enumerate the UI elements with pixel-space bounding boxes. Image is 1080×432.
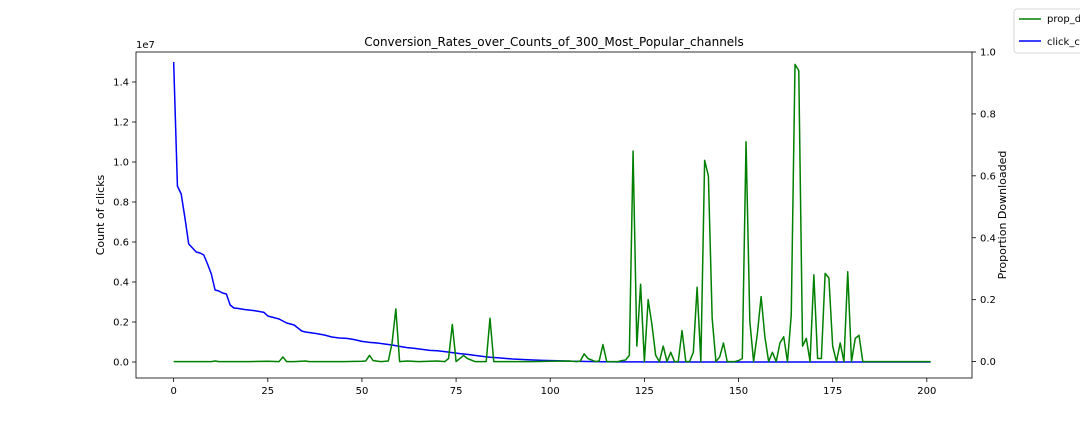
y-tick-label: 0.2 — [113, 318, 129, 329]
legend-label-click-count: click_count — [1047, 37, 1080, 48]
y-tick-label: 0.8 — [113, 198, 129, 209]
series-line-prop-downloaded — [173, 63, 931, 363]
x-tick-label: 125 — [635, 386, 654, 397]
series-line-click-count — [172, 61, 931, 363]
axes: 0 25 50 75 100 125 150 175 200 0.0 0.2 0.4 0.6 0.8 1.0… — [113, 48, 996, 398]
y2-tick-label: 0.2 — [980, 295, 996, 306]
y-axis-title: Count of clicks — [94, 174, 107, 255]
y2-tick-label: 1.0 — [980, 48, 996, 59]
y-tick-label: 0.6 — [113, 238, 129, 249]
series-layer — [172, 61, 931, 363]
y-tick-label: 1.4 — [113, 78, 129, 89]
plot-area — [135, 51, 973, 379]
x-tick-label: 25 — [261, 386, 274, 397]
y-tick-label: 0.0 — [113, 358, 129, 369]
y-tick-label: 1.2 — [113, 118, 129, 129]
x-tick-label: 200 — [917, 386, 936, 397]
x-tick-label: 0 — [170, 386, 176, 397]
y2-tick-label: 0.4 — [980, 233, 996, 244]
chart-title: Conversion_Rates_over_Counts_of_300_Most… — [364, 35, 744, 49]
y-tick-label: 0.4 — [113, 278, 129, 289]
legend: prop_downloaded click_count — [1013, 8, 1080, 54]
legend-label-prop-downloaded: prop_downloaded — [1047, 14, 1080, 25]
y-offset-text: 1e7 — [136, 40, 155, 51]
x-tick-label: 75 — [450, 386, 463, 397]
y2-axis-title: Proportion Downloaded — [996, 151, 1009, 280]
y2-tick-label: 0.6 — [980, 171, 996, 182]
x-tick-label: 175 — [823, 386, 842, 397]
y-tick-label: 1.0 — [113, 158, 129, 169]
y2-tick-label: 0.8 — [980, 109, 996, 120]
legend-box — [1013, 8, 1080, 54]
x-tick-label: 150 — [729, 386, 748, 397]
x-tick-label: 50 — [356, 386, 369, 397]
y2-tick-label: 0.0 — [980, 357, 996, 368]
x-tick-label: 100 — [541, 386, 560, 397]
